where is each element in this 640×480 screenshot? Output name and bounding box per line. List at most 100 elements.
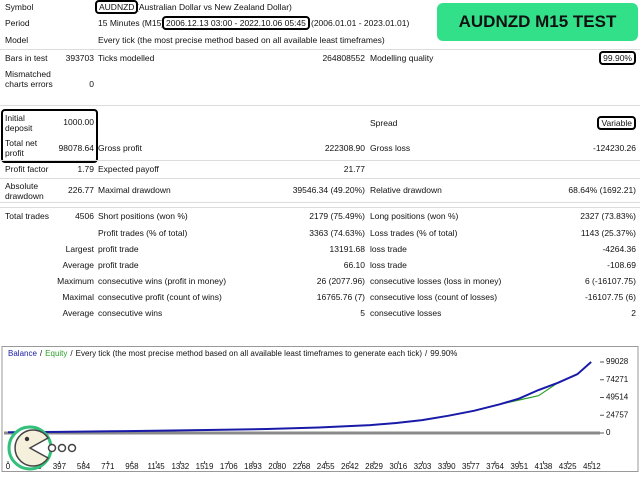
label: Loss trades (% of total) — [370, 228, 458, 238]
symbol-code: AUDNZD — [95, 0, 139, 14]
value: 1143 (25.37%) — [580, 228, 636, 238]
label: Expected payoff — [98, 164, 159, 174]
x-tick-label: 3016 — [389, 462, 407, 471]
logo-mouth — [14, 429, 50, 467]
label: Gross loss — [370, 143, 411, 153]
label: Profit trades (% of total) — [98, 228, 188, 238]
logo-eye — [24, 436, 30, 442]
label: Maximal drawdown — [98, 185, 171, 195]
label: Ticks modelled — [98, 53, 155, 63]
label: Model — [5, 35, 29, 45]
label: Long positions (won %) — [370, 211, 459, 221]
x-tick-label: 1706 — [220, 462, 238, 471]
separator — [0, 160, 640, 161]
label: Total net profit — [5, 138, 38, 158]
y-tick-label: 0 — [606, 428, 611, 437]
separator — [0, 178, 640, 179]
full-range: (2006.01.01 - 2023.01.01) — [311, 18, 410, 28]
x-tick-label: 4512 — [583, 462, 601, 471]
label: Period — [5, 18, 30, 28]
label: Relative drawdown — [370, 185, 442, 195]
x-tick-label: 1145 — [148, 462, 166, 471]
x-tick-label: 0 — [6, 462, 11, 471]
value: -108.69 — [607, 260, 636, 270]
label: Maximal — [62, 292, 94, 302]
label: Average — [62, 260, 94, 270]
value: 4506 — [75, 211, 94, 221]
logo-dot — [67, 443, 77, 453]
value: -124230.26 — [592, 143, 636, 153]
value: 68.64% (1692.21) — [568, 185, 636, 195]
banner: AUDNZD M15 TEST — [437, 3, 638, 41]
label: consecutive wins — [98, 308, 163, 318]
value: -16107.75 (6) — [584, 292, 636, 302]
x-tick-label: 3203 — [414, 462, 432, 471]
label: Profit factor — [5, 164, 49, 174]
label: Total trades — [5, 211, 49, 221]
label: consecutive profit (count of wins) — [98, 292, 222, 302]
x-tick-label: 2642 — [341, 462, 359, 471]
label: Maximum — [57, 276, 94, 286]
label: Gross profit — [98, 143, 142, 153]
legend-separator: / — [70, 349, 73, 358]
label: Short positions (won %) — [98, 211, 188, 221]
x-tick-label: 4325 — [559, 462, 577, 471]
value: 66.10 — [343, 260, 365, 270]
x-tick-label: 1332 — [171, 462, 189, 471]
label: Initial deposit — [5, 113, 33, 133]
label: profit trade — [98, 260, 139, 270]
value: 5 — [360, 308, 365, 318]
symbol-name: (Australian Dollar vs New Zealand Dollar… — [136, 2, 292, 12]
label: consecutive losses (loss in money) — [370, 276, 502, 286]
label: Symbol — [5, 2, 34, 12]
value: 1.79 — [77, 164, 94, 174]
x-tick-label: 3764 — [486, 462, 504, 471]
value: 0 — [89, 79, 94, 89]
value: 21.77 — [343, 164, 365, 174]
x-tick-label: 584 — [77, 462, 91, 471]
label: consecutive wins (profit in money) — [98, 276, 227, 286]
label: Bars in test — [5, 53, 48, 63]
y-tick-label: 49514 — [606, 393, 629, 402]
value: 99.90% — [599, 51, 636, 65]
balance-chart: Balance / Equity / Every tick (the most prec… — [1, 346, 639, 472]
label: loss trade — [370, 244, 407, 254]
logo — [7, 425, 77, 471]
x-tick-label: 2455 — [317, 462, 335, 471]
legend-entry: Equity — [45, 349, 67, 358]
logo-dot — [47, 443, 57, 453]
value: 98078.64 — [58, 143, 94, 153]
label: profit trade — [98, 244, 139, 254]
legend-separator: / — [40, 349, 43, 358]
label: Average — [62, 308, 94, 318]
label: Largest — [65, 244, 94, 254]
label: Modelling quality — [370, 53, 434, 63]
value: Every tick (the most precise method base… — [98, 35, 385, 45]
x-tick-label: 2080 — [268, 462, 286, 471]
label: Spread — [370, 118, 398, 128]
value: 13191.68 — [329, 244, 365, 254]
label: loss trade — [370, 260, 407, 270]
value: 26 (2077.96) — [316, 276, 365, 286]
x-tick-label: 4138 — [535, 462, 553, 471]
x-tick-label: 3390 — [438, 462, 456, 471]
separator — [0, 49, 640, 50]
separator — [0, 207, 640, 208]
test-range: 2006.12.13 03:00 - 2022.10.06 05:45 — [162, 16, 310, 30]
x-tick-label: 1893 — [244, 462, 262, 471]
legend-separator: / — [425, 349, 428, 358]
x-tick-label: 958 — [125, 462, 139, 471]
x-tick-label: 3951 — [510, 462, 528, 471]
x-tick-label: 397 — [53, 462, 67, 471]
value: 222308.90 — [324, 143, 365, 153]
value: 1000.00 — [63, 117, 94, 127]
y-tick-label: 99028 — [606, 357, 629, 366]
x-tick-label: 1519 — [196, 462, 214, 471]
value: 226.77 — [68, 185, 94, 195]
value: 264808552 — [322, 53, 365, 63]
value: 2179 (75.49%) — [309, 211, 365, 221]
x-tick-label: 3577 — [462, 462, 480, 471]
legend-quality: 99.90% — [430, 349, 457, 358]
y-tick-label: 74271 — [606, 375, 629, 384]
value: -4264.36 — [602, 244, 636, 254]
